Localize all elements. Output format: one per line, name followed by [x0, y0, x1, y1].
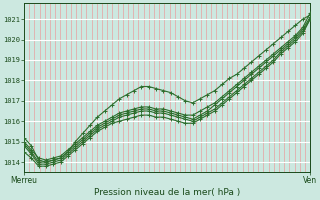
X-axis label: Pression niveau de la mer( hPa ): Pression niveau de la mer( hPa ) [94, 188, 240, 197]
